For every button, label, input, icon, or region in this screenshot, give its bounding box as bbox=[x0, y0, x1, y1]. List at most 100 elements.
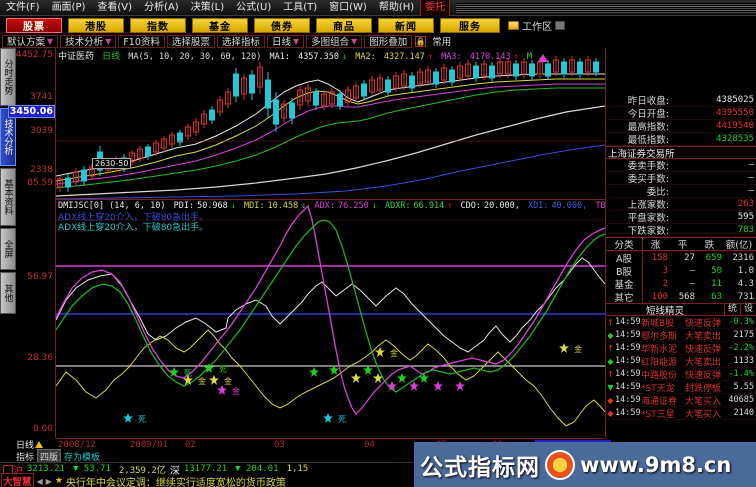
watermark-logo-icon bbox=[545, 449, 575, 480]
news-direction-icon: ◆ bbox=[607, 395, 614, 405]
table-row[interactable]: 其它 100 568 63 731 bbox=[606, 289, 756, 304]
news-row[interactable]: ↑ 14:59 中路股份 快速反弹 -1.4% bbox=[606, 368, 756, 381]
quote-row: 平盘家数: 595 bbox=[606, 211, 756, 224]
cell-down: 50 bbox=[711, 265, 722, 276]
menu-item-entrust[interactable]: 委托 bbox=[420, 0, 451, 17]
star-icon: ★ bbox=[54, 476, 63, 486]
quote-row: 委比: — bbox=[606, 185, 756, 198]
table-row[interactable]: B股 3 — 50 1.0 bbox=[606, 263, 756, 278]
next-icon[interactable]: ▶ bbox=[45, 476, 52, 486]
news-stats-button[interactable]: 统 bbox=[723, 303, 740, 316]
news-row[interactable]: ◆ 14:59 海通证券 大笔买入 40685 bbox=[606, 394, 756, 407]
price-chart[interactable]: 中证医药 日线 MA(5, 10, 20, 30, 60, 120) MA1: … bbox=[56, 48, 605, 200]
market-button-index[interactable]: 指数 bbox=[130, 17, 186, 33]
news-direction-icon: ↑ bbox=[607, 369, 614, 379]
sz-index-name[interactable]: 深 bbox=[169, 465, 180, 477]
tool-default-scheme[interactable]: 默认方案 ▼ bbox=[2, 34, 59, 48]
ticker-text[interactable]: 央行年中会议定调：继续实行适度宽松的货币政策 bbox=[65, 477, 286, 487]
chevron-down-icon[interactable]: ▼ bbox=[351, 36, 358, 46]
sidebar-item-other[interactable]: 其他 bbox=[0, 272, 16, 314]
sidebar-item-fundamentals[interactable]: 基本资料 bbox=[0, 168, 16, 226]
ma-line-3 bbox=[56, 83, 605, 185]
news-stock-name: 红阳能源 bbox=[641, 357, 678, 368]
triangle-up-icon[interactable] bbox=[35, 440, 44, 448]
news-value: 1133 bbox=[733, 356, 754, 366]
quote-label: 平盘家数: bbox=[627, 213, 669, 224]
cycle-tag[interactable]: 日线 bbox=[16, 438, 56, 451]
sh-index-name[interactable]: 沪 bbox=[13, 465, 23, 477]
quote-row: 上涨家数: 263 bbox=[606, 198, 756, 211]
sidebar-item-intraday[interactable]: 分时走势 bbox=[0, 48, 16, 106]
marker-label: 金 bbox=[232, 386, 240, 396]
workspace-label: 工作区 bbox=[522, 21, 552, 33]
menu-item-help[interactable]: 帮助(H) bbox=[378, 1, 415, 13]
xdi-label: XDI: bbox=[527, 201, 549, 211]
tool-period[interactable]: 日线 ▼ bbox=[266, 34, 305, 48]
menu-item-window[interactable]: 窗口(W) bbox=[329, 1, 367, 13]
news-settings-button[interactable]: 设 bbox=[739, 303, 756, 316]
quote-value: 4419540 bbox=[716, 121, 754, 131]
menu-item-decision[interactable]: 决策(L) bbox=[190, 1, 225, 13]
news-row[interactable]: ▼ 14:59 *ST天龙 封跌停板 5.55 bbox=[606, 381, 756, 394]
menu-item-tools[interactable]: 工具(T) bbox=[283, 1, 318, 13]
tool-multi-chart[interactable]: 多图组合 ▼ bbox=[306, 34, 363, 48]
news-row[interactable]: ↑ 14:59 华新水泥 快速反弹 -2.2% bbox=[606, 342, 756, 355]
tool-overlay[interactable]: 图形叠加 bbox=[364, 34, 413, 48]
signal-marker bbox=[538, 54, 548, 62]
lock-icon[interactable]: 🔒 bbox=[415, 35, 427, 47]
quote-row: 昨日收盘: 4385025 bbox=[606, 94, 756, 107]
chevron-down-icon[interactable]: ▼ bbox=[47, 36, 54, 46]
news-row[interactable]: ◆ 14:59 *ST三星 大笔买入 2140 bbox=[606, 407, 756, 420]
tool-f10-data[interactable]: F10资料 bbox=[118, 34, 165, 48]
market-button-hk[interactable]: 港股 bbox=[68, 17, 124, 33]
menu-item-analysis[interactable]: 分析(A) bbox=[144, 1, 179, 13]
quote-label: 昨日收盘: bbox=[627, 96, 669, 107]
market-button-service[interactable]: 服务 bbox=[440, 17, 500, 33]
table-row[interactable]: A股 158 27 659 2316 bbox=[606, 250, 756, 265]
news-row[interactable]: ↑ 14:59 新城B股 快速反弹 -0.3% bbox=[606, 316, 756, 329]
sidebar-item-fullscreen[interactable]: 全屏 bbox=[0, 228, 16, 270]
menu-item-formula[interactable]: 公式(U) bbox=[236, 1, 272, 13]
menu-item-screen[interactable]: 画面(P) bbox=[51, 1, 86, 13]
news-value: -0.3% bbox=[728, 317, 754, 327]
ma3-value: 4170.143 bbox=[469, 52, 511, 62]
cell-up: 158 bbox=[651, 252, 668, 263]
news-event: 大笔卖出 bbox=[685, 331, 722, 342]
tool-technical-analysis[interactable]: 技术分析 ▼ bbox=[60, 34, 117, 48]
quote-value: 783 bbox=[737, 225, 754, 235]
ma-line-6 bbox=[56, 144, 605, 199]
indicator-chart[interactable]: 死 死 金 金 金 死 死 金 金 DMIJSC[0] (14, 6, 10) … bbox=[56, 200, 605, 438]
chevron-down-icon[interactable]: ▼ bbox=[292, 36, 300, 46]
news-stock-name: *ST天龙 bbox=[641, 383, 675, 394]
col-category: 分类 bbox=[606, 237, 643, 251]
save-template-button[interactable]: 存为模板 bbox=[64, 452, 101, 463]
chevron-down-icon[interactable]: ▼ bbox=[105, 36, 112, 46]
news-value: -1.4% bbox=[728, 369, 754, 379]
tool-select-indicator[interactable]: 选择指标 bbox=[216, 34, 265, 48]
chevron-down-icon[interactable] bbox=[555, 20, 565, 30]
quote-value: — bbox=[748, 160, 754, 170]
market-button-bond[interactable]: 债券 bbox=[254, 17, 310, 33]
marker-label: 金 bbox=[198, 376, 206, 386]
news-event: 大笔卖出 bbox=[685, 357, 722, 368]
prev-icon[interactable]: ◀ bbox=[36, 476, 43, 486]
market-button-fund[interactable]: 基金 bbox=[192, 17, 248, 33]
tool-favorites[interactable]: 常用 bbox=[432, 37, 452, 48]
news-row[interactable]: ◆ 14:59 鄂尔多斯 大笔卖出 2175 bbox=[606, 329, 756, 342]
cell-down: 659 bbox=[705, 252, 722, 263]
workspace-group[interactable]: 工作区 bbox=[508, 18, 565, 33]
market-button-news[interactable]: 新闻 bbox=[378, 17, 434, 33]
news-direction-icon: ◆ bbox=[607, 408, 614, 418]
market-button-commodity[interactable]: 商品 bbox=[316, 17, 372, 33]
sz-index-amount: 1,15 bbox=[286, 464, 309, 474]
market-button-bar: 股票 港股 指数 基金 债券 商品 新闻 服务 工作区 bbox=[0, 16, 756, 34]
quote-value: 4385025 bbox=[716, 95, 754, 105]
market-button-stock[interactable]: 股票 bbox=[6, 17, 62, 33]
tool-select-stock[interactable]: 选择股票 bbox=[166, 34, 215, 48]
menu-item-file[interactable]: 文件(F) bbox=[6, 1, 40, 13]
quote-panel: 昨日收盘: 4385025 今日开盘: 4395550 最高指数: 441954… bbox=[605, 48, 756, 438]
news-row[interactable]: ◆ 14:59 红阳能源 大笔卖出 1133 bbox=[606, 355, 756, 368]
menu-item-view[interactable]: 查看(V) bbox=[97, 1, 133, 13]
table-row[interactable]: 基金 2 — 11 4.3 bbox=[606, 276, 756, 291]
news-direction-icon: ◆ bbox=[607, 356, 614, 366]
